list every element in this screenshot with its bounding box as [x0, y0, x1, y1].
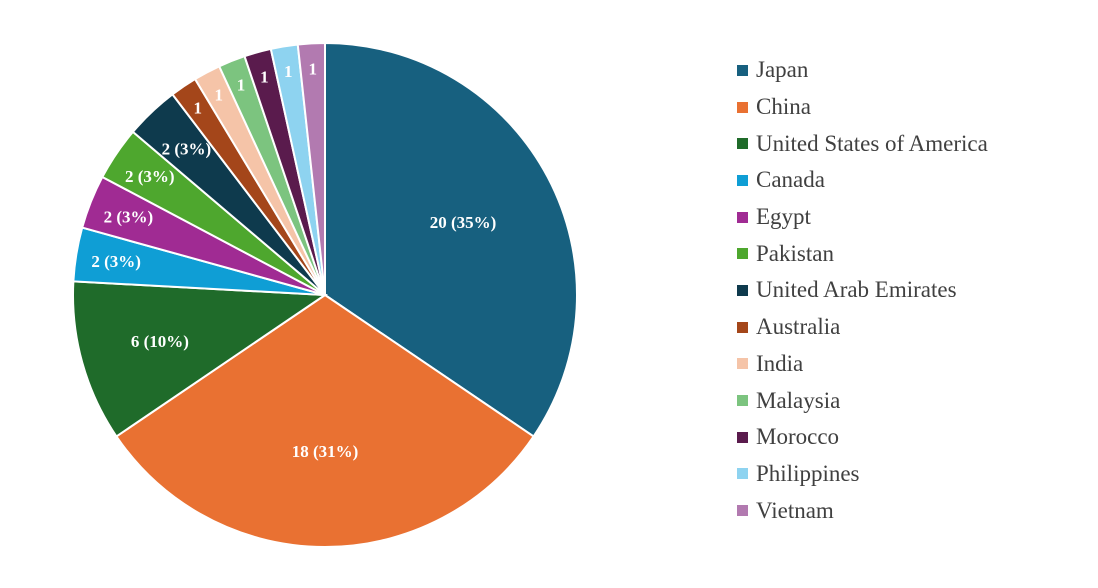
legend-label: Malaysia	[756, 387, 841, 413]
pie-slice-china	[115, 293, 535, 549]
data-label-pakistan: 2 (3%)	[125, 167, 175, 186]
legend-item-morocco: Morocco	[737, 419, 988, 456]
data-label-india: 1	[215, 86, 224, 105]
legend: Japan China United States of America Canada…	[737, 52, 988, 529]
data-label-malaysia: 1	[237, 75, 246, 94]
data-label-philippines: 1	[284, 62, 293, 81]
data-label-vietnam: 1	[308, 60, 317, 79]
legend-label: Pakistan	[756, 240, 834, 266]
legend-swatch	[737, 174, 748, 186]
pie-slice-united-states-of-america	[72, 280, 329, 438]
legend-swatch	[737, 358, 748, 370]
legend-label: Japan	[756, 57, 809, 83]
pie-slices	[72, 41, 578, 549]
legend-label: Australia	[756, 314, 841, 340]
legend-label: China	[756, 94, 811, 120]
pie-slice-vietnam	[296, 41, 326, 296]
legend-item-vietnam: Vietnam	[737, 492, 988, 529]
data-label-egypt: 2 (3%)	[104, 208, 154, 227]
legend-swatch	[737, 101, 748, 113]
legend-swatch	[737, 468, 748, 480]
legend-label: Egypt	[756, 204, 811, 230]
legend-label: Canada	[756, 167, 825, 193]
data-label-australia: 1	[193, 98, 202, 117]
legend-label: Philippines	[756, 460, 860, 486]
data-label-canada: 2 (3%)	[91, 252, 141, 271]
legend-item-malaysia: Malaysia	[737, 382, 988, 419]
legend-item-egypt: Egypt	[737, 199, 988, 236]
legend-item-canada: Canada	[737, 162, 988, 199]
legend-item-australia: Australia	[737, 309, 988, 346]
legend-item-united-arab-emirates: United Arab Emirates	[737, 272, 988, 309]
legend-swatch	[737, 505, 748, 517]
legend-item-united-states-of-america: United States of America	[737, 125, 988, 162]
legend-label: United Arab Emirates	[756, 277, 957, 303]
legend-swatch	[737, 248, 748, 260]
legend-swatch	[737, 395, 748, 407]
legend-swatch	[737, 211, 748, 223]
pie-slice-japan	[324, 41, 578, 438]
legend-label: United States of America	[756, 130, 988, 156]
legend-label: Vietnam	[756, 497, 834, 523]
legend-label: India	[756, 350, 804, 376]
legend-swatch	[737, 321, 748, 333]
legend-item-china: China	[737, 89, 988, 126]
legend-item-india: India	[737, 346, 988, 383]
data-label-japan: 20 (35%)	[430, 213, 497, 232]
data-label-china: 18 (31%)	[292, 442, 359, 461]
data-label-united-states-of-america: 6 (10%)	[131, 332, 189, 351]
data-label-morocco: 1	[260, 67, 269, 86]
legend-swatch	[737, 284, 748, 296]
legend-swatch	[737, 64, 748, 76]
legend-label: Morocco	[756, 424, 840, 450]
legend-swatch	[737, 138, 748, 150]
legend-swatch	[737, 431, 748, 443]
legend-item-philippines: Philippines	[737, 456, 988, 493]
legend-item-japan: Japan	[737, 52, 988, 89]
data-label-united-arab-emirates: 2 (3%)	[162, 140, 212, 159]
legend-item-pakistan: Pakistan	[737, 235, 988, 272]
pie-data-labels: 20 (35%) 18 (31%) 6 (10%) 2 (3%) 2 (3%) 2 (3%…	[91, 60, 496, 462]
